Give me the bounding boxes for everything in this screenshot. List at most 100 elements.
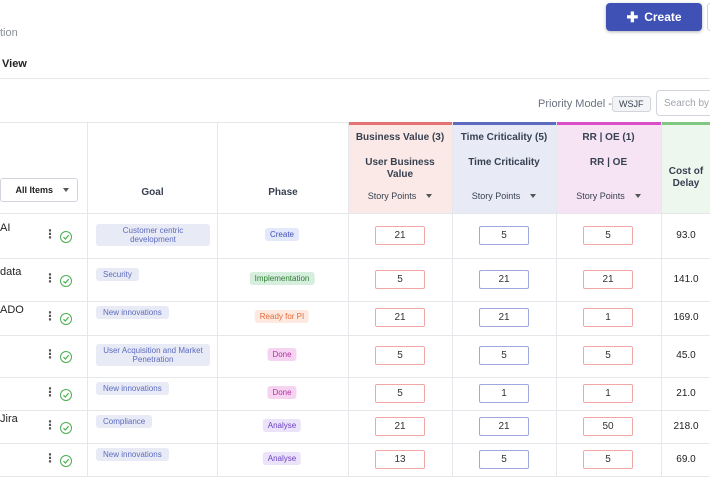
phase-badge: Create xyxy=(264,228,300,241)
tc-unit-select[interactable]: Story Points xyxy=(452,191,556,201)
rr-input[interactable]: 5 xyxy=(583,346,633,365)
tc-input[interactable]: 21 xyxy=(479,308,529,327)
cod-header: Cost of Delay xyxy=(668,166,704,189)
bv-input[interactable]: 5 xyxy=(375,346,425,365)
more-options-icon[interactable]: ⋮ xyxy=(44,347,56,361)
tc-input[interactable]: 5 xyxy=(479,226,529,245)
all-items-label: All Items xyxy=(15,185,53,195)
bv-category: Business Value (3) xyxy=(355,132,445,143)
goal-header: Goal xyxy=(141,187,164,198)
rr-input[interactable]: 21 xyxy=(583,269,633,289)
item-name[interactable]: Jira xyxy=(0,412,18,425)
bv-input[interactable]: 21 xyxy=(375,226,425,245)
goal-tag: New innovations xyxy=(96,447,169,461)
more-options-icon[interactable]: ⋮ xyxy=(44,450,56,465)
bv-input[interactable]: 21 xyxy=(375,308,425,327)
row-divider xyxy=(0,258,710,259)
search-input[interactable] xyxy=(656,90,710,116)
col-divider xyxy=(661,122,662,477)
create-label: Create xyxy=(644,10,682,24)
chevron-down-icon xyxy=(63,188,69,192)
tc-header-bg xyxy=(452,124,556,213)
check-circle-icon[interactable] xyxy=(60,421,72,434)
cod-header-bg xyxy=(661,124,710,213)
row-divider xyxy=(0,301,710,302)
rr-header-bar xyxy=(556,122,661,125)
tc-category: Time Criticality (5) xyxy=(460,132,548,143)
goal-tag: User Acquisition and Market Penetration xyxy=(96,344,210,366)
row-divider xyxy=(0,377,710,378)
goal-tag: New innovations xyxy=(96,381,169,395)
rr-input[interactable]: 50 xyxy=(583,416,633,436)
rr-input[interactable]: 1 xyxy=(583,308,633,327)
tc-input[interactable]: 1 xyxy=(479,383,529,403)
phase-badge: Done xyxy=(267,348,297,361)
more-options-icon[interactable]: ⋮ xyxy=(44,270,56,285)
phase-badge: Ready for PI xyxy=(254,310,310,323)
cod-value: 45.0 xyxy=(676,350,696,361)
cod-value: 93.0 xyxy=(676,230,696,241)
goal-tag: Compliance xyxy=(96,414,153,428)
col-divider xyxy=(87,122,88,477)
chevron-down-icon xyxy=(426,194,433,198)
tc-input[interactable]: 21 xyxy=(479,269,529,289)
bv-header-bg xyxy=(348,124,452,213)
rr-unit-select[interactable]: Story Points xyxy=(556,191,661,201)
col-divider xyxy=(556,122,557,477)
tc-header-bar xyxy=(452,122,556,125)
priority-model-label: Priority Model - xyxy=(538,98,612,110)
row-divider xyxy=(0,443,710,444)
check-circle-icon[interactable] xyxy=(60,274,72,287)
secondary-button-edge[interactable] xyxy=(707,3,710,31)
phase-badge: Analyse xyxy=(262,451,302,465)
bv-unit-label: Story Points xyxy=(367,191,417,201)
chevron-down-icon xyxy=(634,194,641,198)
bv-input[interactable]: 21 xyxy=(375,416,425,436)
bv-input[interactable]: 5 xyxy=(375,269,425,289)
create-button[interactable]: ✚ Create xyxy=(606,3,702,31)
item-name[interactable]: data xyxy=(0,265,22,278)
rr-input[interactable]: 1 xyxy=(583,383,633,403)
cod-value: 141.0 xyxy=(673,273,699,285)
bv-subheader: User Business Value xyxy=(365,157,435,180)
bv-input[interactable]: 5 xyxy=(375,383,425,403)
row-divider xyxy=(0,335,710,336)
more-options-icon[interactable]: ⋮ xyxy=(44,417,56,432)
rr-input[interactable]: 5 xyxy=(583,226,633,245)
cod-header-bar xyxy=(661,122,710,125)
tab-divider xyxy=(0,78,710,79)
row-divider xyxy=(0,410,710,411)
rr-input[interactable]: 5 xyxy=(583,449,633,469)
check-circle-icon[interactable] xyxy=(60,313,72,325)
rr-unit-label: Story Points xyxy=(576,191,625,201)
item-name[interactable]: ADO xyxy=(0,304,24,316)
tc-unit-label: Story Points xyxy=(471,191,521,201)
cod-value: 21.0 xyxy=(676,387,696,399)
check-circle-icon[interactable] xyxy=(60,388,72,401)
tc-subheader: Time Criticality xyxy=(468,157,540,168)
header-bottom-border xyxy=(0,213,710,214)
more-options-icon[interactable]: ⋮ xyxy=(44,309,56,323)
tc-input[interactable]: 5 xyxy=(479,449,529,469)
phase-badge: Done xyxy=(267,385,297,399)
goal-tag: Customer centric development xyxy=(96,224,210,246)
item-name[interactable]: AI xyxy=(0,222,11,234)
tab-view[interactable]: View xyxy=(2,58,27,70)
check-circle-icon[interactable] xyxy=(60,231,72,243)
goal-tag: New innovations xyxy=(96,306,169,319)
check-circle-icon[interactable] xyxy=(60,351,72,363)
check-circle-icon[interactable] xyxy=(60,454,72,467)
tc-input[interactable]: 21 xyxy=(479,416,529,436)
all-items-filter[interactable]: All Items xyxy=(0,178,78,202)
bv-unit-select[interactable]: Story Points xyxy=(348,191,452,201)
more-options-icon[interactable]: ⋮ xyxy=(44,227,56,241)
chevron-down-icon xyxy=(530,194,537,198)
bv-input[interactable]: 13 xyxy=(375,449,425,469)
col-divider xyxy=(217,122,218,477)
rr-subheader: RR | OE xyxy=(589,157,628,168)
tc-input[interactable]: 5 xyxy=(479,346,529,365)
more-options-icon[interactable]: ⋮ xyxy=(44,384,56,399)
page-subtitle: tion xyxy=(0,27,18,39)
plus-icon: ✚ xyxy=(626,9,639,25)
priority-model-badge[interactable]: WSJF xyxy=(612,96,651,112)
